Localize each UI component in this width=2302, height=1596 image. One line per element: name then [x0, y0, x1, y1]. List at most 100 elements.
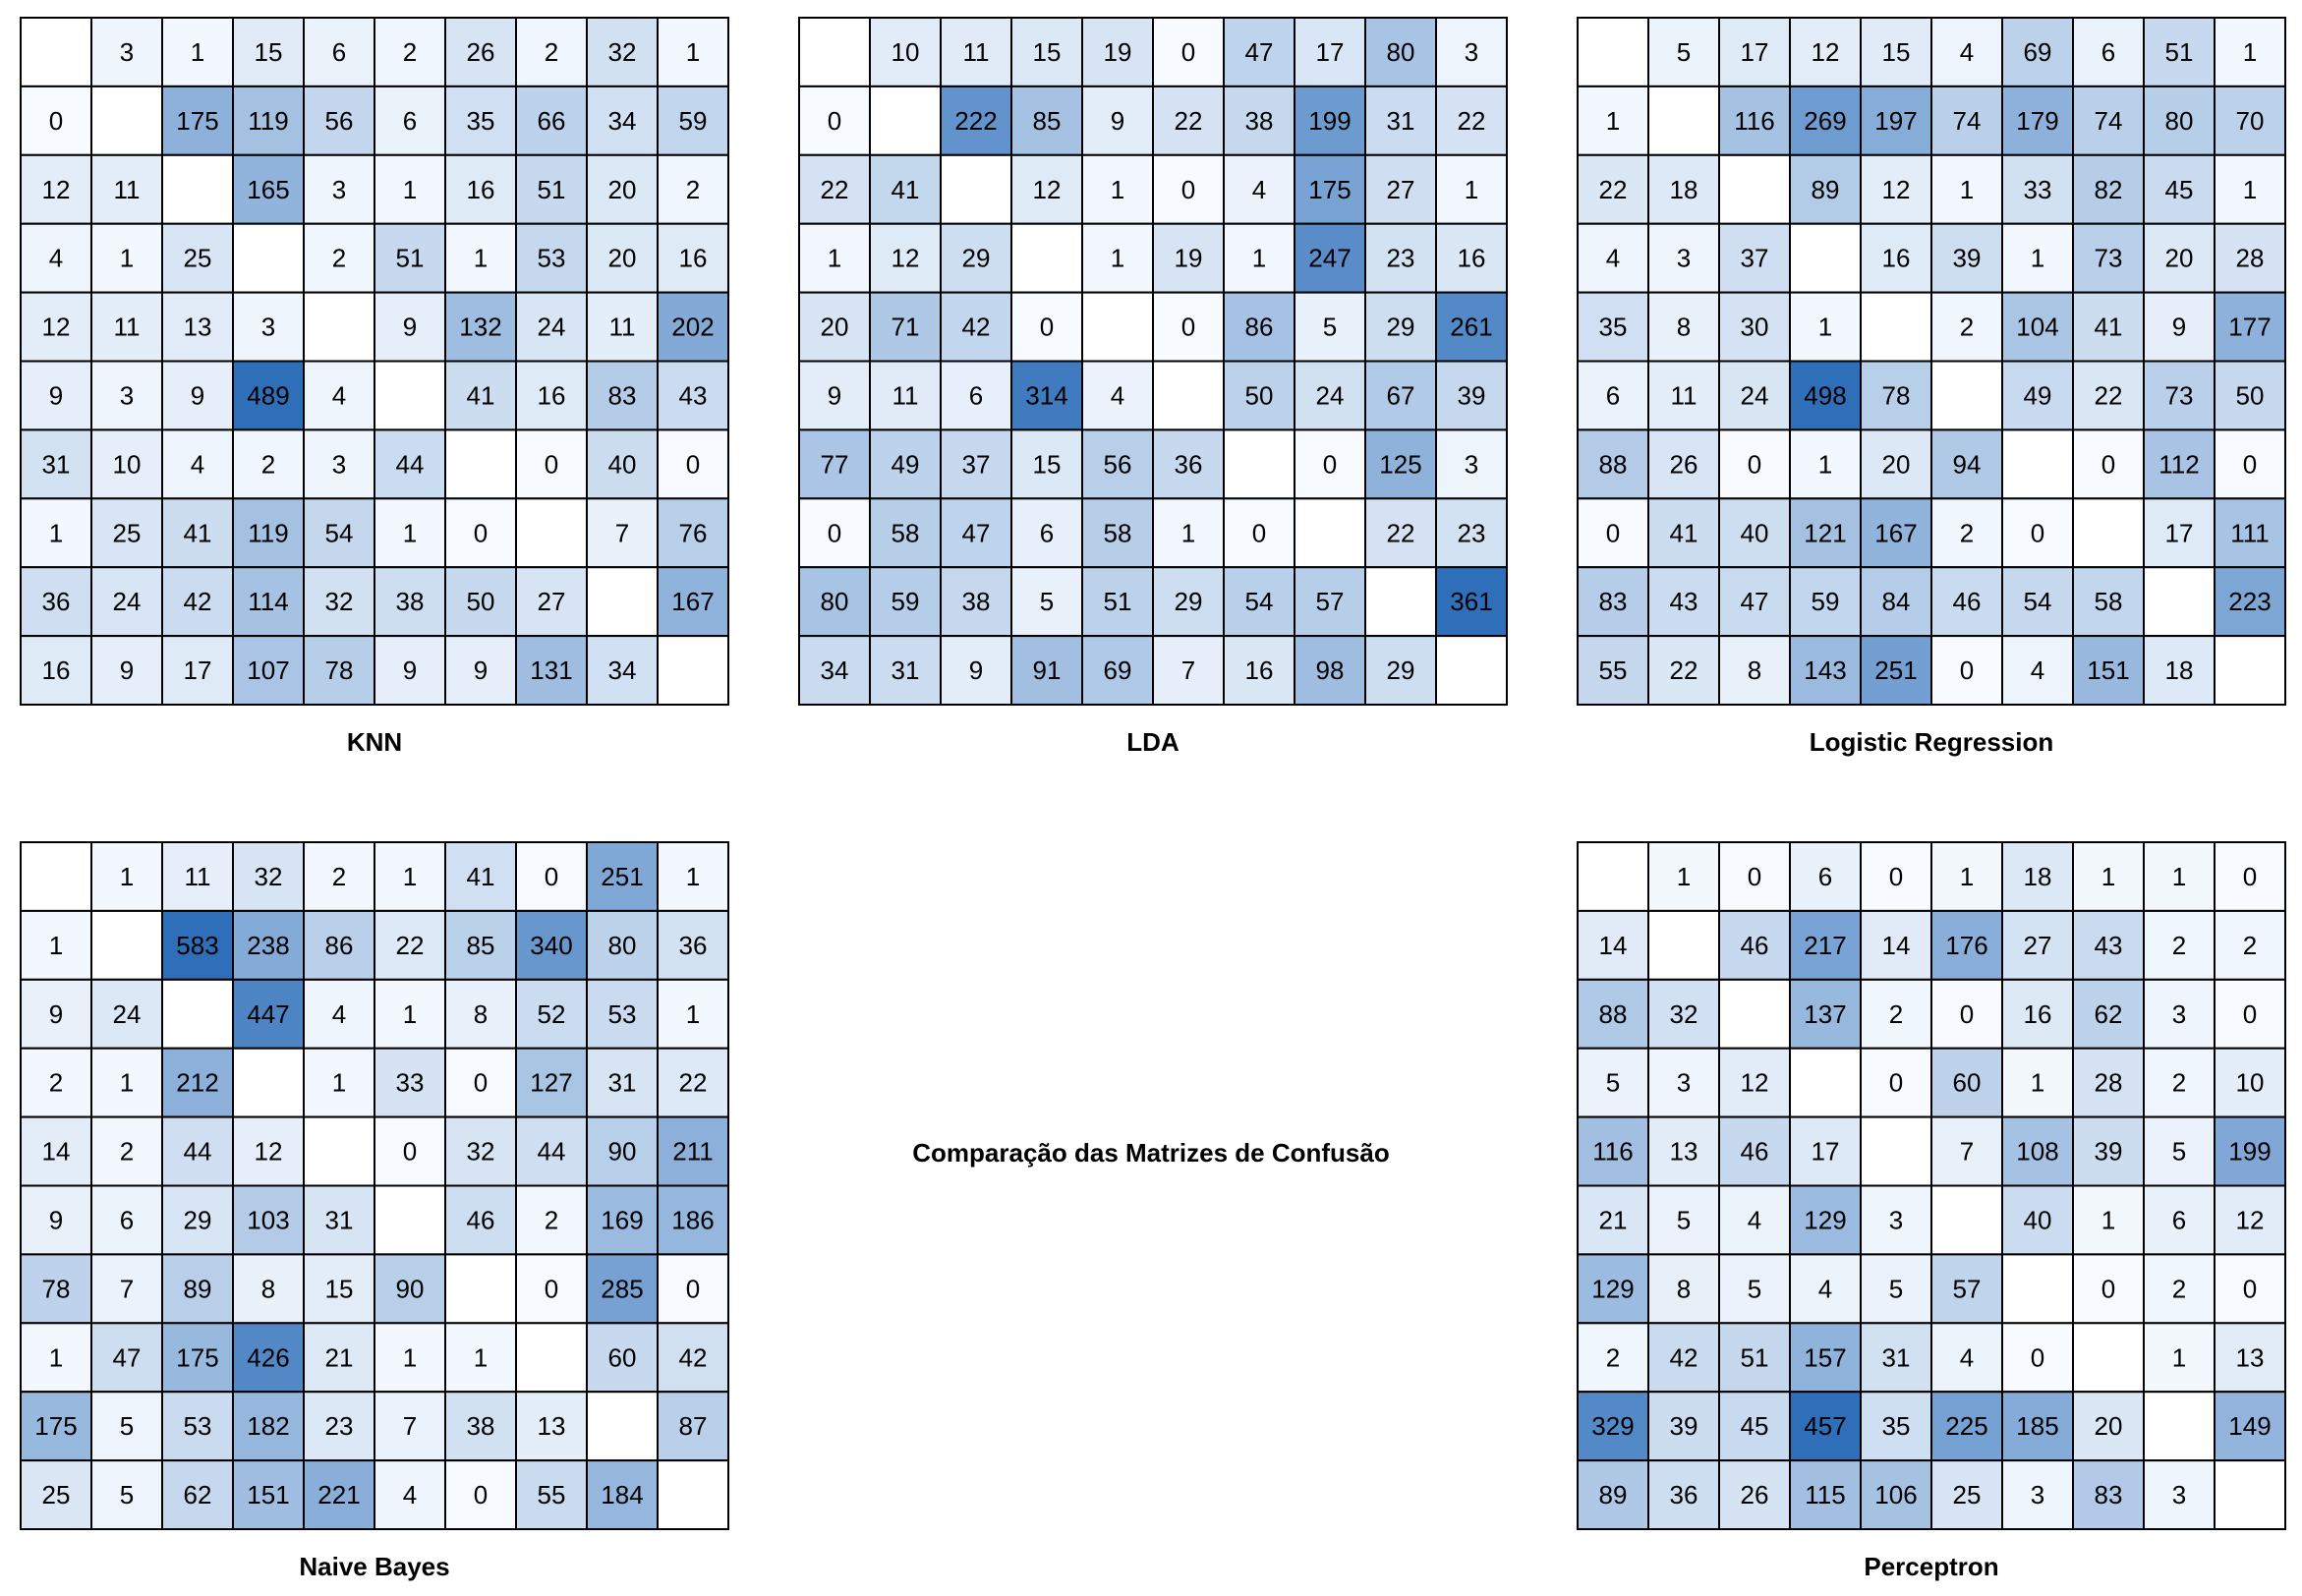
heatmap-cell	[20, 222, 92, 294]
cell-value-label: 132	[459, 313, 501, 342]
cell-value-label: 77	[821, 449, 849, 479]
heatmap-cell	[1364, 566, 1437, 638]
cell-value-label: 2	[545, 1205, 558, 1234]
cell-value-label: 361	[1450, 587, 1492, 616]
heatmap-cell	[586, 841, 659, 912]
cell-value-label: 12	[1812, 37, 1840, 67]
cell-value-label: 5	[120, 1480, 134, 1510]
heatmap-cell	[586, 222, 659, 294]
cell-value-label: 18	[2024, 862, 2052, 891]
heatmap-cell	[444, 1047, 517, 1118]
heatmap-cell	[515, 1115, 588, 1187]
heatmap-cell	[1152, 17, 1225, 87]
heatmap-cell	[444, 428, 517, 500]
heatmap-cell	[515, 85, 588, 156]
cell-value-label: 87	[679, 1411, 708, 1441]
heatmap-cell	[1364, 291, 1437, 363]
cell-value-label: 24	[113, 999, 142, 1029]
cell-value-label: 41	[184, 518, 212, 547]
cell-value-label: 143	[1804, 656, 1846, 685]
heatmap-cell	[1435, 635, 1508, 706]
cell-value-label: 7	[615, 518, 629, 547]
cell-value-label: 42	[1670, 1342, 1698, 1372]
cell-value-label: 13	[184, 313, 212, 342]
cell-value-label: 34	[608, 106, 637, 136]
cell-value-label: 29	[1175, 587, 1203, 616]
panel-title-knn: KNN	[346, 727, 403, 757]
heatmap-cell	[20, 978, 92, 1050]
cell-value-label: 13	[538, 1411, 566, 1441]
cell-value-label: 0	[1181, 175, 1195, 204]
cell-value-label: 86	[325, 931, 354, 960]
cell-value-label: 3	[332, 449, 346, 479]
heatmap-cell	[20, 17, 92, 87]
heatmap-cell	[90, 1253, 163, 1325]
heatmap-cell	[2072, 222, 2145, 294]
cell-value-label: 6	[120, 1205, 134, 1234]
heatmap-cell	[1364, 428, 1437, 500]
cell-value-label: 1	[403, 862, 417, 891]
cell-value-label: 1	[2172, 862, 2186, 891]
cell-value-label: 0	[1252, 518, 1266, 547]
cell-value-label: 9	[1111, 106, 1124, 136]
cell-value-label: 35	[1882, 1411, 1911, 1441]
cell-value-label: 217	[1804, 931, 1846, 960]
cell-value-label: 80	[1387, 37, 1415, 67]
cell-value-label: 44	[538, 1137, 566, 1167]
cell-value-label: 53	[538, 244, 566, 273]
cell-value-label: 0	[1606, 518, 1620, 547]
cell-value-label: 2	[332, 862, 346, 891]
heatmap-cell	[2143, 17, 2216, 87]
heatmap-cell	[1010, 222, 1083, 294]
cell-value-label: 20	[821, 313, 849, 342]
cell-value-label: 22	[1175, 106, 1203, 136]
cell-value-label: 37	[1741, 244, 1769, 273]
cell-value-label: 25	[113, 518, 142, 547]
cell-value-label: 32	[1670, 999, 1698, 1029]
heatmap-cell	[2001, 17, 2074, 87]
heatmap-cell	[1577, 1047, 1649, 1118]
heatmap-cell	[1860, 1115, 1932, 1187]
cell-value-label: 74	[1953, 106, 1982, 136]
heatmap-cell	[798, 85, 871, 156]
heatmap-cell	[869, 17, 942, 87]
heatmap-cell	[1930, 360, 2003, 431]
heatmap-cell	[20, 1322, 92, 1394]
heatmap-cell	[1435, 428, 1508, 500]
heatmap-cell	[2072, 841, 2145, 912]
heatmap-cell	[1435, 291, 1508, 363]
cell-value-label: 43	[1670, 587, 1698, 616]
heatmap-cell	[1718, 17, 1791, 87]
heatmap-cell	[586, 1459, 659, 1530]
heatmap-cell	[20, 841, 92, 912]
cell-value-label: 60	[1953, 1068, 1982, 1098]
cell-value-label: 46	[1741, 1137, 1769, 1167]
cell-value-label: 40	[608, 449, 637, 479]
cell-value-label: 62	[184, 1480, 212, 1510]
cell-value-label: 29	[1387, 656, 1415, 685]
cell-value-label: 30	[1741, 313, 1769, 342]
heatmap-cell	[20, 1253, 92, 1325]
cell-value-label: 16	[1245, 656, 1274, 685]
heatmap-cell	[2214, 841, 2286, 912]
cell-value-label: 12	[255, 1137, 283, 1167]
cell-value-label: 2	[1889, 999, 1903, 1029]
cell-value-label: 41	[467, 380, 495, 410]
heatmap-cell	[1647, 909, 1720, 981]
heatmap-cell	[161, 978, 234, 1050]
cell-value-label: 1	[2243, 175, 2257, 204]
cell-value-label: 1	[191, 37, 204, 67]
cell-value-label: 22	[1599, 175, 1628, 204]
cell-value-label: 2	[403, 37, 417, 67]
cell-value-label: 176	[1945, 931, 1987, 960]
heatmap-cell	[1152, 428, 1225, 500]
cell-value-label: 121	[1804, 518, 1846, 547]
cell-value-label: 149	[2228, 1411, 2271, 1441]
cell-value-label: 8	[1748, 656, 1761, 685]
cell-value-label: 1	[403, 175, 417, 204]
cell-value-label: 1	[1677, 862, 1691, 891]
cell-value-label: 6	[1040, 518, 1054, 547]
cell-value-label: 2	[1960, 518, 1974, 547]
cell-value-label: 24	[1316, 380, 1345, 410]
cell-value-label: 29	[1387, 313, 1415, 342]
